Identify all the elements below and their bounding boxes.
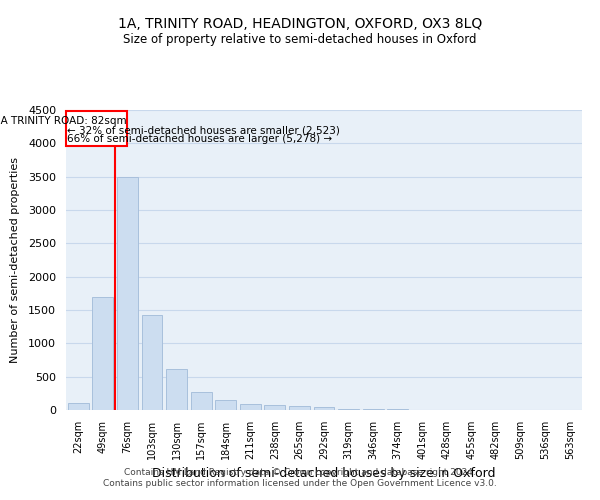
Text: ← 32% of semi-detached houses are smaller (2,523): ← 32% of semi-detached houses are smalle…	[67, 125, 340, 135]
Text: Size of property relative to semi-detached houses in Oxford: Size of property relative to semi-detach…	[123, 32, 477, 46]
Bar	[191, 392, 212, 410]
Bar	[338, 408, 359, 410]
Bar	[142, 314, 163, 410]
Bar	[314, 408, 334, 410]
Text: 1A, TRINITY ROAD, HEADINGTON, OXFORD, OX3 8LQ: 1A, TRINITY ROAD, HEADINGTON, OXFORD, OX…	[118, 18, 482, 32]
Bar	[215, 400, 236, 410]
X-axis label: Distribution of semi-detached houses by size in Oxford: Distribution of semi-detached houses by …	[152, 468, 496, 480]
Bar	[92, 296, 113, 410]
Bar	[265, 405, 286, 410]
Bar	[166, 368, 187, 410]
Text: 1A TRINITY ROAD: 82sqm: 1A TRINITY ROAD: 82sqm	[0, 116, 126, 126]
Bar	[289, 406, 310, 410]
FancyBboxPatch shape	[66, 110, 127, 146]
Text: Contains HM Land Registry data © Crown copyright and database right 2024.
Contai: Contains HM Land Registry data © Crown c…	[103, 468, 497, 487]
Y-axis label: Number of semi-detached properties: Number of semi-detached properties	[10, 157, 20, 363]
Bar	[117, 176, 138, 410]
Bar	[240, 404, 261, 410]
Bar	[68, 402, 89, 410]
Text: 66% of semi-detached houses are larger (5,278) →: 66% of semi-detached houses are larger (…	[67, 134, 332, 144]
